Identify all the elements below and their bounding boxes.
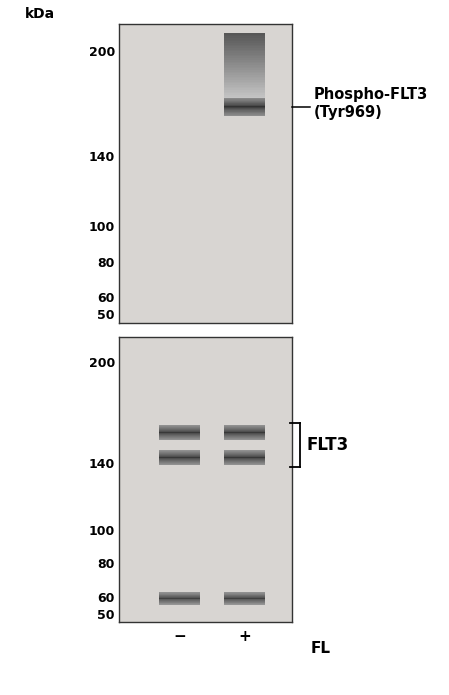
Text: kDa: kDa (25, 7, 55, 21)
Text: Phospho-FLT3
(Tyr969): Phospho-FLT3 (Tyr969) (313, 87, 427, 120)
Text: FLT3: FLT3 (307, 436, 349, 455)
Text: FL: FL (311, 641, 331, 656)
